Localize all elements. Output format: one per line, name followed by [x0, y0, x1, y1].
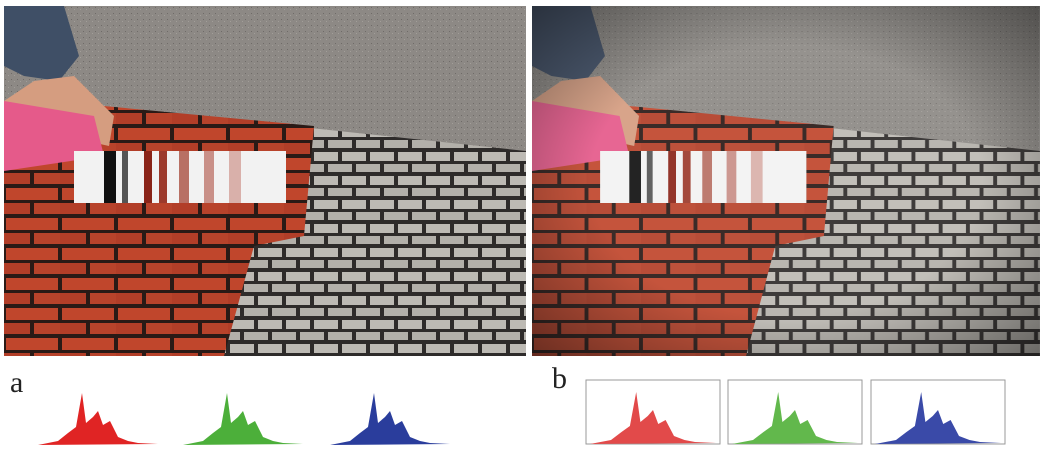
panel-label: a [10, 366, 23, 399]
histograms-a [38, 393, 450, 445]
photo-b [532, 6, 1040, 356]
panel-label: b [552, 362, 567, 395]
photo-a [4, 6, 526, 356]
histograms-b [586, 380, 1005, 444]
figure: a b [0, 0, 1042, 450]
